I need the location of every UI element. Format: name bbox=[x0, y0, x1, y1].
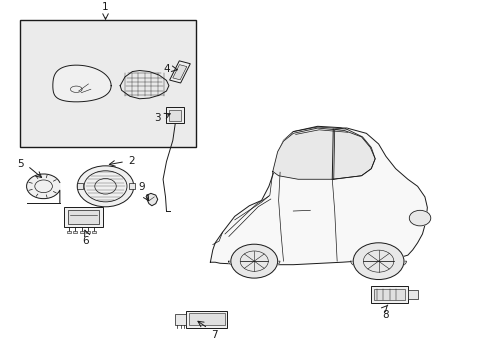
Polygon shape bbox=[26, 174, 60, 203]
Polygon shape bbox=[350, 261, 406, 270]
Polygon shape bbox=[147, 193, 158, 206]
Circle shape bbox=[230, 244, 277, 278]
Bar bbox=[172, 65, 186, 80]
Bar bbox=[175, 314, 185, 325]
Bar bbox=[169, 110, 181, 121]
Polygon shape bbox=[210, 126, 427, 265]
Bar bbox=[73, 231, 77, 233]
Polygon shape bbox=[120, 71, 168, 99]
Text: 5: 5 bbox=[18, 159, 24, 169]
Bar bbox=[373, 289, 404, 300]
Bar bbox=[77, 184, 83, 189]
Bar bbox=[169, 61, 190, 83]
Text: 9: 9 bbox=[139, 181, 145, 192]
Bar bbox=[188, 313, 224, 325]
Bar bbox=[67, 231, 71, 233]
Bar bbox=[92, 231, 96, 233]
Circle shape bbox=[77, 166, 134, 207]
Bar bbox=[86, 231, 90, 233]
Polygon shape bbox=[333, 128, 374, 179]
Text: 3: 3 bbox=[154, 113, 160, 123]
Bar bbox=[185, 311, 227, 328]
Circle shape bbox=[408, 210, 430, 226]
Text: 2: 2 bbox=[128, 156, 135, 166]
Bar bbox=[64, 207, 103, 227]
Polygon shape bbox=[53, 65, 111, 102]
Text: 4: 4 bbox=[163, 64, 170, 74]
Bar bbox=[370, 286, 407, 303]
Bar bbox=[80, 231, 83, 233]
Text: 6: 6 bbox=[82, 236, 89, 246]
Bar bbox=[129, 184, 135, 189]
Bar bbox=[407, 290, 417, 299]
Text: 8: 8 bbox=[382, 310, 388, 320]
Polygon shape bbox=[272, 128, 374, 179]
Bar bbox=[68, 210, 99, 224]
Text: 1: 1 bbox=[102, 2, 109, 12]
Text: 7: 7 bbox=[211, 330, 218, 340]
Bar bbox=[20, 21, 195, 148]
Bar bbox=[166, 107, 183, 123]
Polygon shape bbox=[228, 261, 280, 270]
Circle shape bbox=[352, 243, 403, 279]
